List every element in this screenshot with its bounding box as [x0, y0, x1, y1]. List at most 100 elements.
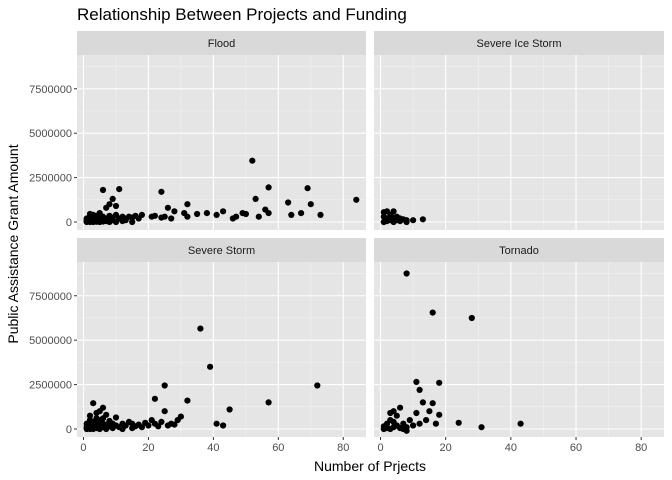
chart-title: Relationship Between Projects and Fundin… — [77, 5, 407, 24]
x-tick-label: 0 — [80, 442, 86, 454]
data-point — [317, 211, 324, 218]
data-point — [203, 210, 210, 217]
data-point — [298, 210, 305, 217]
data-point — [109, 195, 116, 202]
data-point — [436, 379, 443, 386]
data-point — [220, 422, 227, 429]
data-point — [429, 309, 436, 316]
data-point — [436, 411, 443, 418]
y-tick-label: 2500000 — [29, 380, 72, 392]
data-point — [158, 418, 165, 425]
facet-strip — [77, 31, 366, 55]
data-point — [314, 382, 321, 389]
data-point — [242, 210, 249, 218]
data-point — [171, 208, 178, 215]
facet-strip — [77, 238, 366, 262]
data-point — [413, 378, 420, 385]
facet-strip-label: Flood — [208, 38, 236, 50]
data-point — [416, 420, 423, 427]
y-tick-label: 2500000 — [29, 173, 72, 185]
y-tick-label: 5000000 — [29, 128, 72, 140]
data-point — [249, 157, 256, 164]
data-point — [390, 208, 397, 215]
x-tick-label: 80 — [635, 442, 647, 454]
y-tick-label: 5000000 — [29, 335, 72, 347]
x-tick-label: 0 — [377, 442, 383, 454]
facet-strip — [374, 31, 664, 55]
data-point — [517, 420, 524, 427]
data-point — [285, 199, 292, 206]
data-point — [226, 406, 233, 413]
data-point — [419, 216, 426, 223]
data-point — [86, 412, 94, 419]
data-point — [99, 404, 107, 411]
data-point — [155, 423, 162, 430]
data-point — [455, 419, 462, 426]
x-tick-label: 40 — [207, 442, 219, 454]
data-point — [220, 208, 227, 215]
facet-strip-label: Severe Storm — [188, 245, 255, 257]
data-point — [145, 422, 152, 429]
data-point — [265, 210, 272, 217]
data-point — [288, 211, 295, 218]
data-point — [406, 417, 413, 424]
facet-severe-ice-storm: Severe Ice Storm — [374, 31, 664, 230]
panel-background — [77, 262, 366, 437]
data-point — [138, 424, 145, 431]
data-point — [304, 185, 311, 192]
data-point — [197, 325, 204, 332]
facet-tornado: Tornado 0 20 40 60 80 — [374, 238, 664, 454]
data-point — [171, 421, 178, 428]
x-tick-label: 20 — [440, 442, 452, 454]
data-point — [233, 213, 240, 220]
data-point — [161, 408, 168, 415]
data-point — [403, 427, 410, 434]
panel-background — [374, 262, 664, 437]
panel-background — [77, 55, 366, 230]
data-point — [116, 186, 123, 193]
y-tick-label: 0 — [66, 217, 72, 229]
data-point — [416, 386, 423, 393]
data-point — [151, 395, 158, 402]
data-point — [410, 217, 417, 224]
x-axis-title: Number of Prjects — [314, 458, 426, 474]
data-point — [353, 196, 360, 203]
x-tick-label: 80 — [337, 442, 349, 454]
data-point — [184, 397, 191, 404]
data-point — [161, 382, 168, 389]
data-point — [99, 186, 107, 194]
facet-strip — [374, 238, 664, 262]
facet-panels: Flood 0 2500000 5000000 7500000 Severe Ice St… — [29, 31, 664, 454]
data-point — [403, 270, 410, 277]
x-tick-label: 60 — [570, 442, 582, 454]
facet-strip-label: Severe Ice Storm — [477, 38, 562, 50]
data-point — [112, 202, 120, 210]
data-point — [207, 363, 214, 370]
data-point — [138, 211, 145, 218]
data-point — [429, 400, 436, 407]
facet-strip-label: Tornado — [499, 245, 539, 257]
facet-severe-storm: Severe Storm 0 2500000 5000000 7500000 0 20 40 6… — [29, 238, 366, 454]
data-point — [151, 212, 158, 219]
data-point — [390, 408, 397, 415]
data-point — [397, 404, 404, 411]
facet-flood: Flood 0 2500000 5000000 7500000 — [29, 31, 366, 230]
data-point — [432, 420, 439, 427]
data-point — [184, 201, 191, 208]
data-point — [478, 424, 485, 431]
data-point — [255, 213, 262, 220]
data-point — [403, 217, 410, 224]
data-point — [158, 188, 165, 195]
data-point — [161, 213, 168, 220]
data-point — [103, 411, 110, 418]
y-tick-label: 7500000 — [29, 84, 72, 96]
data-point — [164, 204, 171, 211]
x-tick-label: 40 — [505, 442, 517, 454]
x-tick-label: 20 — [142, 442, 154, 454]
data-point — [423, 417, 430, 424]
data-point — [177, 413, 184, 420]
data-point — [413, 409, 420, 417]
data-point — [129, 218, 136, 226]
